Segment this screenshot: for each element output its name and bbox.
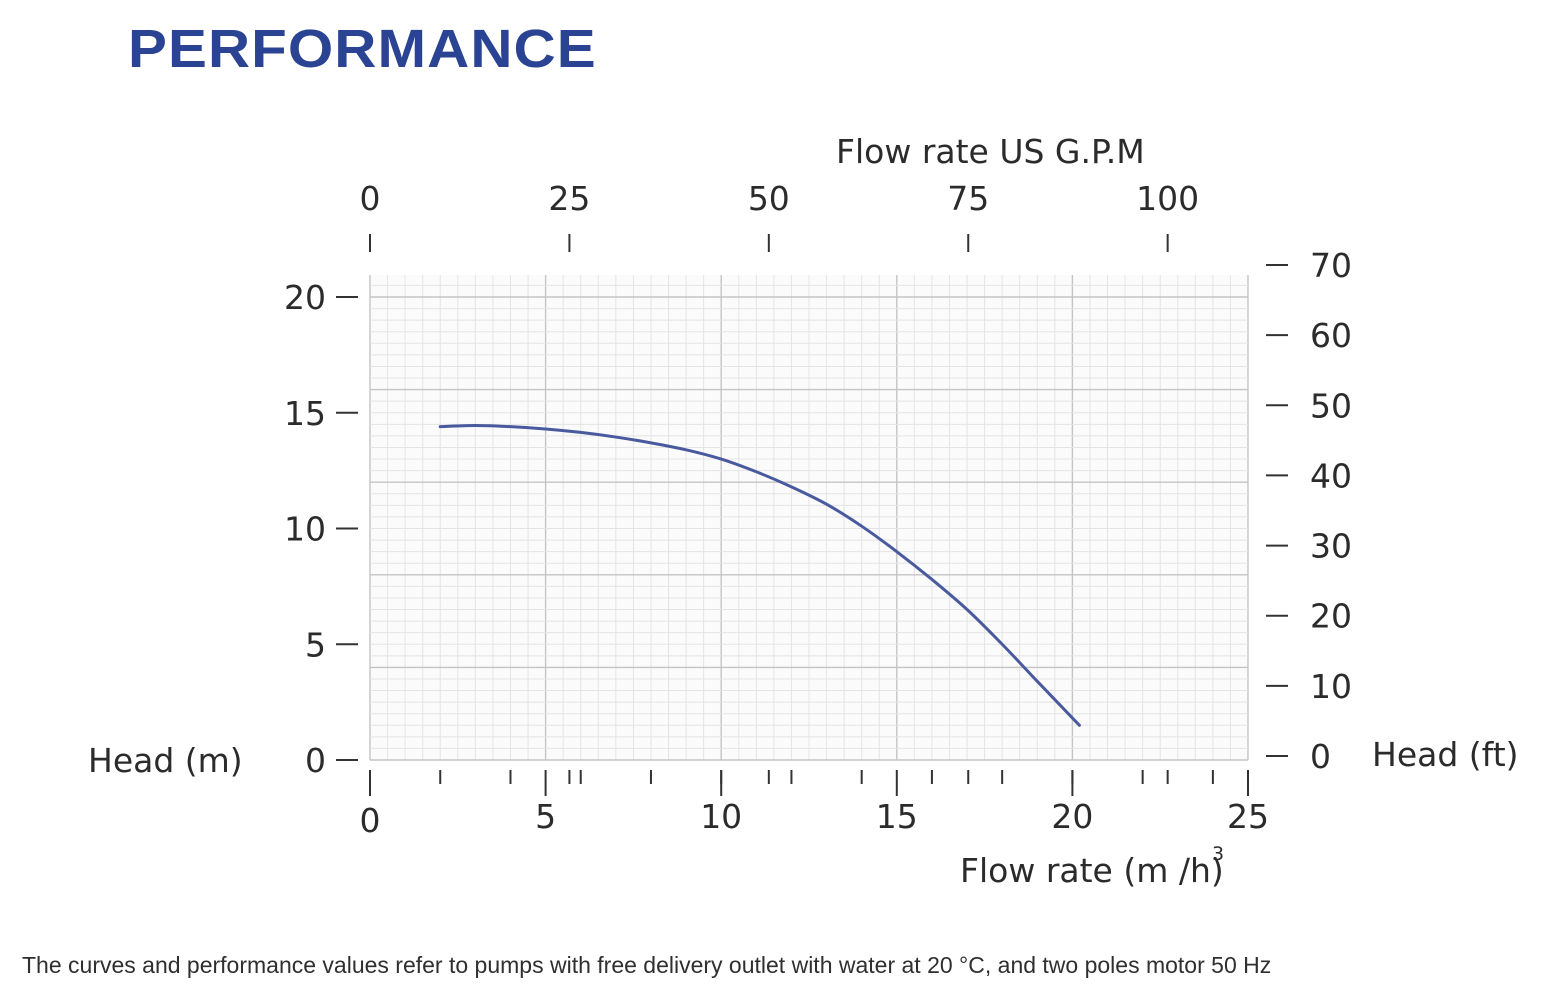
y-tick-label: 0 <box>305 741 326 780</box>
y-axis-label: Head (m) <box>88 741 243 780</box>
y2-tick-label: 70 <box>1310 246 1352 285</box>
x2-tick-label: 0 <box>360 179 381 218</box>
x-tick-label: 0 <box>360 801 381 840</box>
y-tick-label: 5 <box>305 625 326 664</box>
x-axis-label-superscript: 3 <box>1212 843 1224 865</box>
x-tick-label: 5 <box>535 797 556 836</box>
x2-tick-label: 50 <box>748 179 790 218</box>
y2-tick-label: 60 <box>1310 316 1352 355</box>
performance-curve <box>438 423 1081 727</box>
x2-tick-label: 25 <box>548 179 590 218</box>
y2-tick-label: 10 <box>1310 667 1352 706</box>
y2-tick-label: 30 <box>1310 527 1352 566</box>
x-tick-label: 20 <box>1051 797 1093 836</box>
x-tick-label: 25 <box>1227 797 1269 836</box>
chart-grid <box>369 275 1249 761</box>
x2-tick-label: 100 <box>1136 179 1199 218</box>
page-title: PERFORMANCE <box>128 19 597 79</box>
x-tick-label: 15 <box>876 797 918 836</box>
y2-tick-label: 50 <box>1310 386 1352 425</box>
chart-series <box>438 423 1081 727</box>
x2-axis-label: Flow rate US G.P.M <box>836 132 1145 171</box>
y2-tick-label: 0 <box>1310 737 1331 776</box>
y-tick-label: 10 <box>284 510 326 549</box>
x-tick-label: 10 <box>700 797 742 836</box>
y2-tick-label: 40 <box>1310 456 1352 495</box>
y2-axis-label: Head (ft) <box>1372 735 1519 774</box>
chart-axes: 0 5 10 15 20 0 10 20 30 40 50 60 70 0 5 10 15 20 25 0 25 50 75… <box>284 179 1352 840</box>
y2-tick-label: 20 <box>1310 597 1352 636</box>
footnote: The curves and performance values refer … <box>22 952 1272 978</box>
x-axis-label-main: Flow rate (m /h) <box>960 851 1224 890</box>
x-axis-label: Flow rate (m /h) <box>960 851 1224 890</box>
y-tick-label: 20 <box>284 278 326 317</box>
y-tick-label: 15 <box>284 394 326 433</box>
x2-tick-label: 75 <box>947 179 989 218</box>
